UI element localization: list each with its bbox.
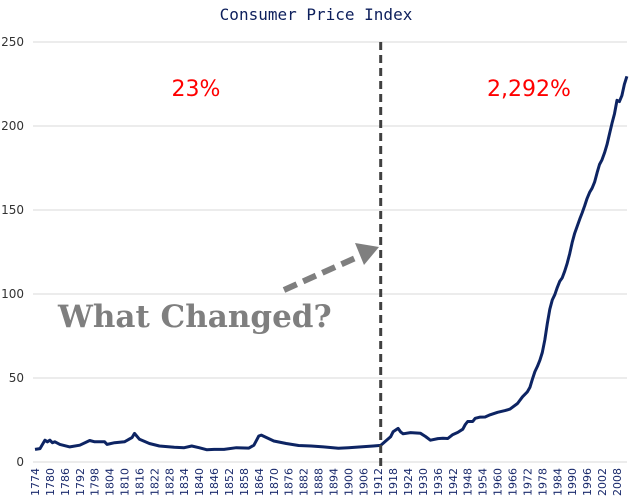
x-tick-label: 1978 xyxy=(536,468,549,496)
y-tick-label: 150 xyxy=(1,203,24,217)
x-tick-label: 1894 xyxy=(327,468,340,496)
x-tick-label: 1996 xyxy=(581,468,594,496)
left-change-label: 23% xyxy=(172,77,221,102)
x-tick-label: 1786 xyxy=(59,468,72,496)
x-tick-label: 1798 xyxy=(89,468,102,496)
x-tick-label: 1822 xyxy=(148,468,161,496)
chart-title: Consumer Price Index xyxy=(220,5,413,24)
x-tick-label: 1942 xyxy=(447,468,460,496)
x-tick-label: 1816 xyxy=(133,468,146,496)
x-tick-label: 2008 xyxy=(611,468,624,496)
y-tick-label: 200 xyxy=(1,119,24,133)
x-tick-label: 1936 xyxy=(432,468,445,496)
x-tick-label: 1864 xyxy=(253,468,266,496)
x-axis-ticks: 1774 1780 1786 1792 1798 1804 1810 1816 1822 1828… xyxy=(29,468,624,496)
x-tick-label: 1984 xyxy=(551,468,564,496)
x-tick-label: 1924 xyxy=(402,468,415,496)
x-tick-label: 1852 xyxy=(223,468,236,496)
x-tick-label: 1804 xyxy=(104,468,117,496)
x-tick-label: 1846 xyxy=(208,468,221,496)
x-tick-label: 1972 xyxy=(521,468,534,496)
y-axis-ticks: 0 50 100 150 200 250 xyxy=(1,35,24,469)
x-tick-label: 1918 xyxy=(387,468,400,496)
x-tick-label: 1930 xyxy=(417,468,430,496)
x-tick-label: 1960 xyxy=(492,468,505,496)
x-tick-label: 1948 xyxy=(462,468,475,496)
x-tick-label: 1840 xyxy=(193,468,206,496)
x-tick-label: 1888 xyxy=(313,468,326,496)
x-tick-label: 1882 xyxy=(298,468,311,496)
y-tick-label: 250 xyxy=(1,35,24,49)
x-tick-label: 1828 xyxy=(163,468,176,496)
x-tick-label: 1792 xyxy=(74,468,87,496)
x-tick-label: 1774 xyxy=(29,468,42,496)
x-tick-label: 1990 xyxy=(566,468,579,496)
x-tick-label: 1810 xyxy=(119,468,132,496)
y-tick-label: 100 xyxy=(1,287,24,301)
x-tick-label: 1858 xyxy=(238,468,251,496)
x-tick-label: 1906 xyxy=(357,468,370,496)
gridlines xyxy=(33,41,627,463)
x-tick-label: 1912 xyxy=(372,468,385,496)
x-tick-label: 1954 xyxy=(477,468,490,496)
what-changed-annotation: What Changed? xyxy=(57,299,332,335)
cpi-series-line xyxy=(34,75,629,452)
x-tick-label: 1834 xyxy=(178,468,191,496)
x-tick-label: 1780 xyxy=(44,468,57,496)
x-tick-label: 1900 xyxy=(342,468,355,496)
x-tick-label: 2002 xyxy=(596,468,609,496)
x-tick-label: 1876 xyxy=(283,468,296,496)
dashed-arrow-icon xyxy=(282,243,379,293)
x-tick-label: 1870 xyxy=(268,468,281,496)
y-tick-label: 50 xyxy=(9,371,24,385)
x-tick-label: 1966 xyxy=(507,468,520,496)
y-tick-label: 0 xyxy=(16,455,24,469)
right-change-label: 2,292% xyxy=(487,77,571,102)
